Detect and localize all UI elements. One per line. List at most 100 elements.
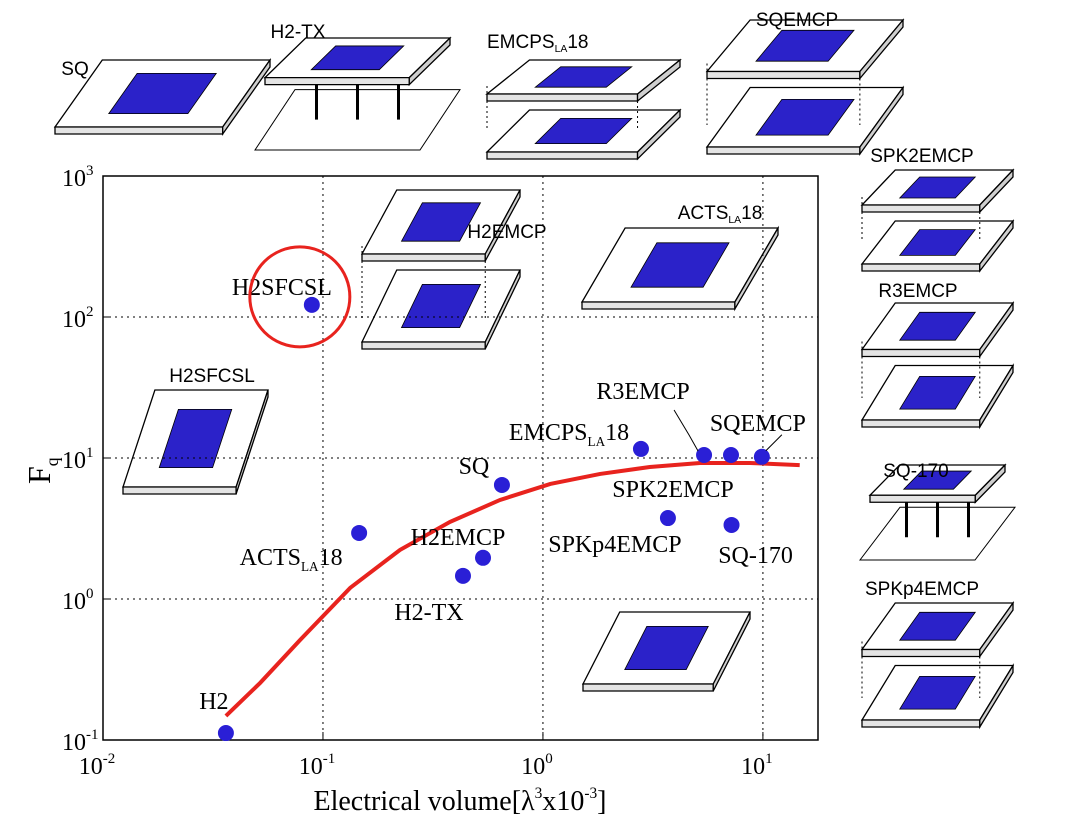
figure: SQH2-TXEMCPSLA18SQEMCPSPK2EMCPR3EMCPSQ-1…	[0, 0, 1076, 823]
point-label: SPK2EMCP	[612, 477, 733, 503]
y-tick-label: 101	[62, 445, 94, 474]
text-part: 10	[79, 754, 103, 780]
text-part: EMCPS	[509, 420, 588, 446]
plate-side	[862, 650, 980, 657]
text-part: 10	[741, 754, 765, 780]
point-label: ACTSLA18	[240, 545, 343, 574]
x-tick-label: 100	[521, 751, 553, 780]
text-part: LA	[588, 434, 606, 449]
text-part: 10	[62, 448, 86, 474]
leader	[674, 410, 698, 451]
text-part: q	[42, 457, 62, 466]
plate-side	[583, 684, 713, 691]
text-part: H2-TX	[271, 22, 326, 43]
y-axis-label: Fq	[21, 457, 62, 484]
plate-side	[870, 495, 975, 502]
text-part: 10	[62, 730, 86, 756]
point-label: R3EMCP	[596, 379, 689, 405]
text-part: LA	[555, 44, 568, 55]
text-part: x10	[542, 786, 584, 817]
text-part: ]	[597, 786, 606, 817]
text-part: SQ	[459, 454, 490, 480]
illustration-label: H2EMCP	[467, 222, 546, 243]
plate-side	[487, 152, 638, 159]
illustration-label: SQ-170	[883, 461, 948, 482]
point-label: H2EMCP	[411, 525, 506, 551]
plate-side	[362, 342, 485, 349]
text-part: SQ	[61, 59, 88, 80]
plate-side	[862, 205, 980, 212]
text-part: 10	[62, 166, 86, 192]
illustration-label: SQEMCP	[756, 10, 838, 31]
y-tick-label: 102	[62, 304, 94, 333]
plate-side	[862, 420, 980, 427]
text-part: LA	[301, 559, 319, 574]
illustration-label: H2SFCSL	[169, 366, 255, 387]
x-tick-label: 101	[741, 751, 773, 780]
x-tick-label: 10-1	[299, 751, 336, 780]
text-part: 0	[86, 586, 94, 602]
text-part: SQEMCP	[756, 10, 838, 31]
text-part: 18	[605, 420, 629, 446]
point-label: SQEMCP	[710, 411, 806, 437]
text-part: 10	[521, 754, 545, 780]
text-part: 10	[62, 307, 86, 333]
plate-side	[862, 350, 980, 357]
plate-side	[582, 302, 735, 309]
plate-side	[362, 254, 485, 261]
text-part: 18	[567, 32, 588, 53]
data-point	[633, 441, 649, 457]
data-point	[696, 447, 712, 463]
plate-side	[862, 720, 980, 727]
text-part: H2	[199, 689, 228, 715]
text-part: -1	[86, 727, 99, 743]
plate-side	[862, 264, 980, 271]
text-part: SQEMCP	[710, 411, 806, 437]
point-label: SQ-170	[718, 543, 793, 569]
point-label: EMCPSLA18	[509, 420, 629, 449]
text-part: 18	[741, 203, 762, 224]
text-part: H2-TX	[394, 600, 463, 626]
text-part: 0	[545, 751, 553, 767]
plate-side	[123, 487, 236, 494]
data-point	[724, 517, 740, 533]
text-part: SPKp4EMCP	[865, 579, 979, 600]
plate-side	[707, 72, 860, 79]
illustration-label: H2-TX	[271, 22, 326, 43]
text-part: ACTS	[240, 545, 301, 571]
text-part: 1	[765, 751, 773, 767]
text-part: F	[21, 466, 57, 484]
text-part: 18	[319, 545, 343, 571]
text-part: H2EMCP	[467, 222, 546, 243]
text-part: H2SFCSL	[169, 366, 255, 387]
text-part: SPK2EMCP	[612, 477, 733, 503]
text-part: SQ-170	[718, 543, 793, 569]
text-part: R3EMCP	[878, 281, 957, 302]
point-label: H2	[199, 689, 228, 715]
data-point	[455, 568, 471, 584]
text-part: ACTS	[678, 203, 729, 224]
text-part: SPK2EMCP	[870, 146, 973, 167]
text-part: SPKp4EMCP	[548, 532, 681, 558]
plate-side	[487, 94, 638, 101]
illustration-label: R3EMCP	[878, 281, 957, 302]
text-part: R3EMCP	[596, 379, 689, 405]
data-point	[351, 525, 367, 541]
text-part: Electrical volume[λ	[313, 786, 535, 817]
data-point	[660, 510, 676, 526]
text-part: LA	[728, 215, 741, 226]
text-part: SQ-170	[883, 461, 948, 482]
y-tick-label: 103	[62, 163, 94, 192]
text-part: -3	[584, 785, 597, 802]
text-part: H2EMCP	[411, 525, 506, 551]
data-point	[475, 550, 491, 566]
text-part: 1	[86, 445, 94, 461]
point-label: SPKp4EMCP	[548, 532, 681, 558]
text-part: 2	[86, 304, 94, 320]
illustration-label: EMCPSLA18	[487, 32, 589, 55]
plate-side	[265, 78, 409, 85]
text-part: -1	[323, 751, 336, 767]
data-point	[494, 477, 510, 493]
text-part: -2	[103, 751, 116, 767]
y-tick-label: 100	[62, 586, 94, 615]
